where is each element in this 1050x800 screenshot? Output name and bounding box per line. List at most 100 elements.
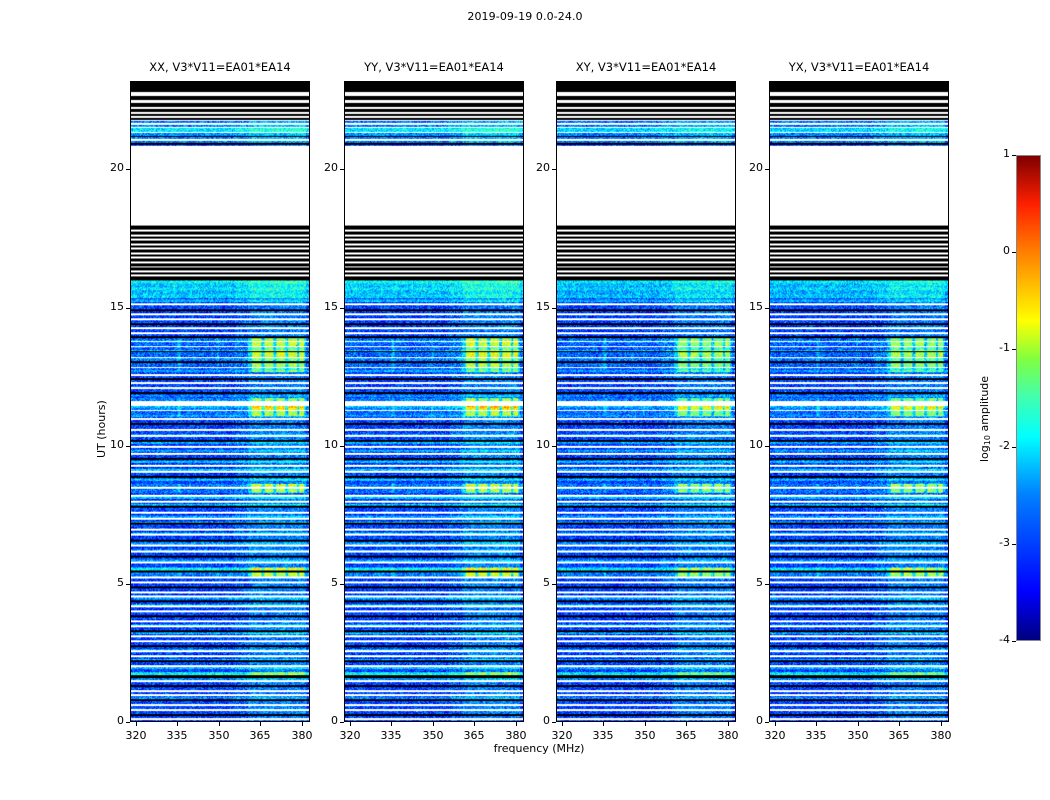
x-tick-mark: [562, 722, 563, 726]
y-tick-mark: [552, 584, 556, 585]
x-tick-label-350: 350: [847, 729, 869, 742]
x-axis-label: frequency (MHz): [493, 742, 585, 755]
y-tick-label-10: 10: [536, 438, 550, 451]
x-tick-label-335: 335: [166, 729, 188, 742]
colorbar-tick-label--3: -3: [999, 536, 1010, 549]
x-tick-mark: [645, 722, 646, 726]
x-tick-label-320: 320: [764, 729, 786, 742]
y-tick-mark: [340, 308, 344, 309]
figure-suptitle: 2019-09-19 0.0-24.0: [467, 10, 583, 23]
y-tick-mark: [340, 584, 344, 585]
y-tick-mark: [765, 169, 769, 170]
y-tick-label-20: 20: [110, 161, 124, 174]
y-tick-mark: [552, 446, 556, 447]
y-tick-mark: [765, 584, 769, 585]
x-tick-mark: [136, 722, 137, 726]
y-tick-label-15: 15: [536, 300, 550, 313]
waterfall-panel-xx[interactable]: [130, 81, 310, 722]
x-tick-mark: [816, 722, 817, 726]
x-tick-mark: [391, 722, 392, 726]
x-tick-mark: [728, 722, 729, 726]
colorbar-tick-mark: [1012, 447, 1016, 448]
colorbar-tick-label--4: -4: [999, 633, 1010, 646]
y-tick-label-10: 10: [749, 438, 763, 451]
y-tick-label-0: 0: [331, 714, 338, 727]
y-tick-label-20: 20: [749, 161, 763, 174]
colorbar-tick-mark: [1012, 641, 1016, 642]
y-tick-mark: [552, 308, 556, 309]
x-tick-label-335: 335: [380, 729, 402, 742]
x-tick-mark: [516, 722, 517, 726]
y-tick-label-15: 15: [324, 300, 338, 313]
x-tick-label-380: 380: [717, 729, 739, 742]
y-tick-label-20: 20: [536, 161, 550, 174]
y-tick-mark: [340, 722, 344, 723]
x-tick-mark: [603, 722, 604, 726]
y-tick-mark: [340, 169, 344, 170]
x-tick-label-320: 320: [125, 729, 147, 742]
x-tick-mark: [941, 722, 942, 726]
x-tick-mark: [219, 722, 220, 726]
colorbar-label-tail: amplitude: [978, 375, 991, 436]
y-tick-mark: [552, 169, 556, 170]
y-tick-label-5: 5: [117, 576, 124, 589]
x-tick-label-365: 365: [463, 729, 485, 742]
panel-title-xx: XX, V3*V11=EA01*EA14: [149, 60, 291, 74]
y-tick-mark: [765, 446, 769, 447]
colorbar-tick-mark: [1012, 252, 1016, 253]
y-tick-mark: [340, 446, 344, 447]
x-tick-label-350: 350: [634, 729, 656, 742]
waterfall-panel-yx[interactable]: [769, 81, 949, 722]
x-tick-label-350: 350: [422, 729, 444, 742]
x-tick-label-320: 320: [339, 729, 361, 742]
x-tick-mark: [474, 722, 475, 726]
x-tick-label-335: 335: [592, 729, 614, 742]
y-tick-label-10: 10: [110, 438, 124, 451]
x-tick-label-365: 365: [675, 729, 697, 742]
y-tick-label-0: 0: [543, 714, 550, 727]
x-tick-mark: [899, 722, 900, 726]
x-tick-label-365: 365: [249, 729, 271, 742]
y-tick-mark: [765, 722, 769, 723]
colorbar[interactable]: [1016, 155, 1041, 641]
x-tick-mark: [260, 722, 261, 726]
colorbar-tick-label-1: 1: [1003, 147, 1010, 160]
waterfall-image-yy: [345, 82, 523, 721]
x-tick-mark: [433, 722, 434, 726]
y-tick-label-5: 5: [756, 576, 763, 589]
y-tick-label-20: 20: [324, 161, 338, 174]
colorbar-tick-label--1: -1: [999, 341, 1010, 354]
y-tick-mark: [765, 308, 769, 309]
panel-title-yx: YX, V3*V11=EA01*EA14: [788, 60, 930, 74]
x-tick-label-380: 380: [930, 729, 952, 742]
panel-title-yy: YY, V3*V11=EA01*EA14: [364, 60, 504, 74]
y-tick-label-10: 10: [324, 438, 338, 451]
x-tick-label-380: 380: [291, 729, 313, 742]
x-tick-label-320: 320: [551, 729, 573, 742]
waterfall-image-xy: [557, 82, 735, 721]
x-tick-mark: [350, 722, 351, 726]
waterfall-image-xx: [131, 82, 309, 721]
x-tick-label-380: 380: [505, 729, 527, 742]
x-tick-mark: [686, 722, 687, 726]
x-tick-label-365: 365: [888, 729, 910, 742]
y-tick-label-0: 0: [117, 714, 124, 727]
panel-title-xy: XY, V3*V11=EA01*EA14: [575, 60, 717, 74]
y-tick-label-5: 5: [543, 576, 550, 589]
colorbar-tick-label--2: -2: [999, 439, 1010, 452]
waterfall-panel-yy[interactable]: [344, 81, 524, 722]
y-tick-mark: [126, 169, 130, 170]
x-tick-mark: [775, 722, 776, 726]
colorbar-tick-mark: [1012, 155, 1016, 156]
x-tick-mark: [858, 722, 859, 726]
colorbar-tick-mark: [1012, 349, 1016, 350]
x-tick-label-350: 350: [208, 729, 230, 742]
y-tick-label-0: 0: [756, 714, 763, 727]
waterfall-image-yx: [770, 82, 948, 721]
x-tick-mark: [302, 722, 303, 726]
colorbar-tick-label-0: 0: [1003, 244, 1010, 257]
x-tick-mark: [177, 722, 178, 726]
y-tick-mark: [126, 446, 130, 447]
waterfall-panel-xy[interactable]: [556, 81, 736, 722]
